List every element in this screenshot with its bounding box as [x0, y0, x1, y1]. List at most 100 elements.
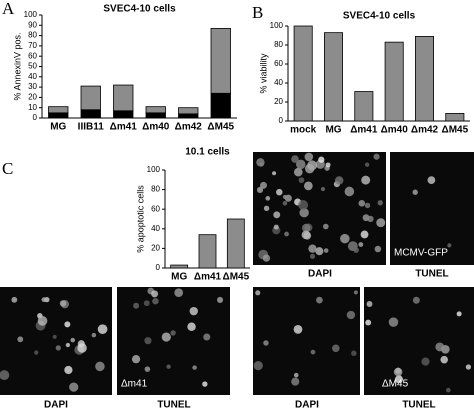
bar-segment — [210, 27, 231, 94]
nucleus — [412, 296, 420, 304]
bar — [198, 234, 217, 269]
nucleus — [59, 300, 67, 307]
nucleus — [64, 365, 73, 375]
nucleus — [364, 162, 370, 167]
bar — [384, 41, 404, 122]
nucleus — [435, 342, 445, 352]
nucleus — [298, 200, 309, 210]
nucleus — [282, 201, 288, 206]
bar-segment — [178, 113, 199, 119]
nucleus — [346, 310, 356, 320]
nucleus — [97, 324, 108, 335]
x-tick-label: MG — [171, 272, 187, 283]
nucleus — [273, 224, 279, 230]
nucleus — [366, 301, 373, 307]
x-tick-label: Δm41 — [350, 125, 378, 136]
y-tick-label: 0 — [33, 113, 38, 122]
y-tick-label: 70 — [28, 41, 37, 50]
bar-segment — [48, 106, 69, 114]
x-tick-label: MG — [50, 122, 66, 133]
nucleus — [358, 200, 366, 207]
nucleus — [17, 336, 24, 343]
nucleus — [377, 200, 383, 206]
y-tick-label: 40 — [151, 224, 160, 233]
nucleus — [255, 290, 261, 296]
bar-segment — [210, 92, 231, 119]
nucleus — [301, 230, 311, 240]
bar-segment — [80, 85, 101, 111]
nucleus — [272, 171, 277, 176]
nucleus — [187, 322, 196, 331]
bar-segment — [145, 106, 166, 114]
image-caption: DAPI — [308, 269, 332, 280]
nucleus — [64, 321, 71, 328]
micrograph — [390, 152, 474, 265]
y-tick-label: 20 — [274, 97, 283, 106]
y-tick-label: 20 — [151, 244, 160, 253]
nucleus — [41, 297, 47, 303]
y-tick-label: 50 — [28, 62, 37, 71]
panel-letter: A — [2, 0, 15, 18]
bar-segment — [113, 110, 134, 119]
nucleus — [309, 253, 316, 259]
y-tick-label: 0 — [279, 116, 284, 125]
image-inset: MCMV-GFP — [394, 248, 448, 259]
nucleus — [0, 370, 10, 381]
x-tick-label: Δm42 — [175, 122, 203, 133]
y-tick-label: 30 — [28, 82, 37, 91]
panel-letter: C — [2, 159, 13, 178]
nucleus — [291, 377, 300, 386]
nucleus — [360, 230, 369, 239]
nucleus — [325, 162, 331, 168]
nucleus — [170, 330, 176, 336]
nucleus — [315, 247, 324, 256]
nucleus — [256, 158, 265, 167]
image-caption: TUNEL — [415, 269, 448, 280]
nucleus — [358, 242, 364, 247]
nucleus — [304, 181, 313, 191]
nucleus — [299, 207, 309, 218]
nucleus — [361, 175, 371, 185]
nucleus — [91, 332, 97, 338]
nucleus — [65, 342, 71, 348]
nucleus — [421, 357, 430, 366]
y-tick-label: 100 — [24, 10, 38, 19]
nucleus — [394, 375, 403, 384]
nucleus — [367, 215, 374, 223]
nucleus — [133, 302, 140, 309]
nucleus — [334, 176, 344, 185]
nucleus — [189, 306, 198, 316]
nucleus — [304, 152, 314, 162]
nucleus — [323, 248, 329, 253]
nucleus — [293, 324, 303, 334]
nucleus — [304, 163, 315, 174]
micrograph — [253, 152, 386, 265]
y-axis-label: % viability — [258, 53, 268, 94]
x-tick-label: Δm42 — [411, 125, 439, 136]
nucleus — [374, 245, 382, 253]
bar-segment — [178, 107, 199, 115]
y-axis-label: % apoptotic cells — [135, 185, 145, 253]
nucleus — [456, 311, 462, 317]
nucleus — [447, 243, 452, 248]
y-tick-label: 60 — [28, 51, 37, 60]
nucleus — [69, 382, 79, 392]
bar — [170, 264, 189, 269]
y-tick-label: 100 — [270, 21, 284, 30]
y-tick-label: 60 — [274, 59, 283, 68]
image-inset: ΔM45 — [382, 379, 409, 390]
nucleus — [77, 343, 87, 353]
nucleus — [376, 218, 386, 228]
x-tick-label: Δm41 — [110, 122, 138, 133]
x-tick-label: Δm40 — [142, 122, 170, 133]
nucleus — [291, 155, 299, 163]
nucleus — [52, 334, 57, 339]
image-inset: Δm41 — [121, 379, 148, 390]
nucleus — [364, 202, 371, 209]
nucleus — [34, 350, 39, 355]
nucleus — [412, 189, 418, 195]
nucleus — [144, 337, 152, 345]
nucleus — [365, 319, 372, 326]
nucleus — [161, 332, 171, 342]
x-tick-label: ΔM45 — [442, 125, 469, 136]
